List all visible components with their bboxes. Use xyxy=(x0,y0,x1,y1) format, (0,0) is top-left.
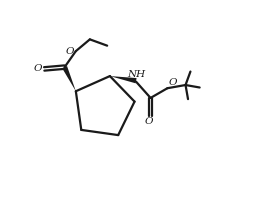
Polygon shape xyxy=(62,66,76,91)
Text: O: O xyxy=(168,78,177,87)
Text: NH: NH xyxy=(127,70,145,79)
Text: O: O xyxy=(33,64,42,73)
Text: O: O xyxy=(144,117,153,126)
Text: O: O xyxy=(66,47,74,56)
Polygon shape xyxy=(110,76,137,83)
